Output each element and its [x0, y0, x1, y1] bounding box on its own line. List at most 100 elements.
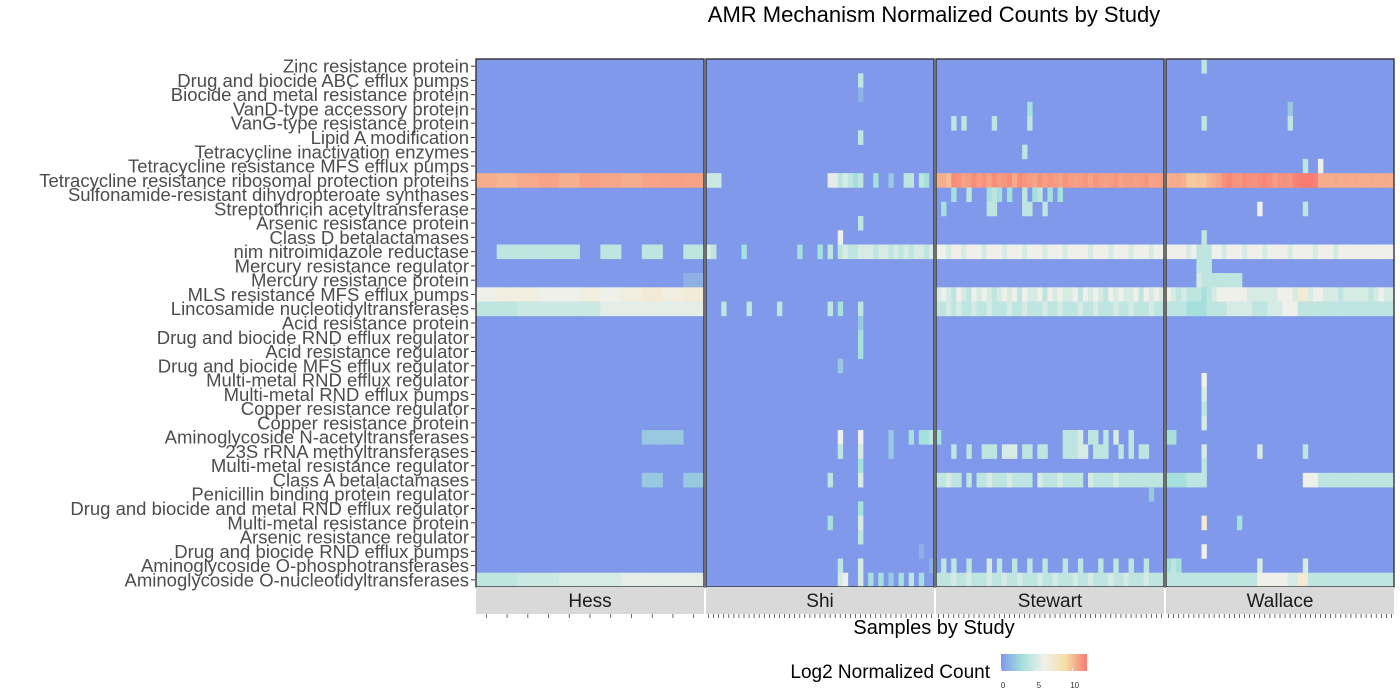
- heatmap-cell: [476, 287, 498, 302]
- heatmap-cell: [1143, 472, 1150, 488]
- legend-tick-label: 5: [1037, 681, 1042, 690]
- heatmap-cell: [966, 472, 972, 488]
- heatmap-cell: [1027, 572, 1033, 588]
- heatmap-cell: [1093, 173, 1099, 188]
- heatmap-cell: [1383, 287, 1390, 302]
- heatmap-cell: [1181, 301, 1187, 317]
- heatmap-cell: [1017, 173, 1023, 188]
- heatmap-cell: [1312, 287, 1319, 302]
- heatmap-cell: [1047, 187, 1053, 202]
- heatmap-cell: [1201, 173, 1207, 188]
- heatmap-cell: [1067, 444, 1074, 459]
- heatmap-cell: [1201, 415, 1207, 431]
- heatmap-cell: [981, 244, 987, 260]
- heatmap-cell: [1368, 472, 1375, 488]
- heatmap-cell: [1098, 572, 1104, 588]
- heatmap-cell: [1072, 572, 1079, 588]
- heatmap-cell: [1262, 572, 1268, 588]
- heatmap-cell: [1093, 472, 1099, 488]
- heatmap-cell: [1123, 287, 1129, 302]
- heatmap-cell: [1022, 472, 1028, 488]
- heatmap-cell: [1062, 173, 1069, 188]
- heatmap-cell: [1323, 301, 1329, 317]
- heatmap-cell: [1128, 430, 1134, 445]
- legend-tick-label: 10: [1070, 681, 1079, 690]
- heatmap-cell: [1067, 301, 1074, 317]
- heatmap-cell: [1323, 472, 1329, 488]
- heatmap-cell: [1247, 301, 1253, 317]
- heatmap-cell: [1388, 244, 1395, 260]
- heatmap-cell: [1042, 444, 1048, 459]
- heatmap-cell: [1062, 287, 1069, 302]
- heatmap-cell: [1201, 287, 1207, 302]
- heatmap-cell: [996, 301, 1003, 317]
- heatmap-cell: [1287, 287, 1293, 302]
- heatmap-cell: [946, 301, 952, 317]
- heatmap-cell: [1297, 244, 1304, 260]
- heatmap-cell: [1062, 301, 1069, 317]
- heatmap-cell: [1226, 273, 1233, 288]
- heatmap-cell: [706, 244, 712, 260]
- heatmap-cell: [1221, 572, 1228, 588]
- heatmap-cell: [991, 173, 998, 188]
- heatmap-cell: [1302, 201, 1309, 217]
- heatmap-cell: [1022, 287, 1028, 302]
- heatmap-cell: [951, 301, 957, 317]
- heatmap-cell: [776, 301, 783, 317]
- heatmap-cell: [1333, 287, 1339, 302]
- heatmap-cell: [1067, 572, 1074, 588]
- heatmap-cell: [1047, 244, 1053, 260]
- heatmap-cell: [1191, 173, 1197, 188]
- heatmap-cell: [1358, 244, 1364, 260]
- heatmap-cell: [496, 301, 518, 317]
- heatmap-cell: [1221, 287, 1228, 302]
- heatmap-cell: [1363, 472, 1369, 488]
- heatmap-cell: [996, 287, 1003, 302]
- heatmap-cell: [1057, 244, 1063, 260]
- heatmap-cell: [1108, 472, 1114, 488]
- heatmap-cell: [1373, 301, 1380, 317]
- heatmap-cell: [1042, 301, 1048, 317]
- heatmap-cell: [1176, 572, 1182, 588]
- facet-strip: [476, 587, 704, 614]
- y-tick-label: Mercury resistance regulator: [235, 255, 469, 276]
- heatmap-cell: [1088, 301, 1094, 317]
- heatmap-cell: [1047, 301, 1053, 317]
- heatmap-cell: [1022, 244, 1028, 260]
- heatmap-cell: [641, 472, 663, 488]
- heatmap-cell: [1368, 287, 1375, 302]
- heatmap-cell: [918, 572, 925, 588]
- heatmap-cell: [1196, 273, 1202, 288]
- heatmap-cell: [1072, 244, 1079, 260]
- heatmap-cell: [1247, 287, 1253, 302]
- heatmap-cell: [1323, 173, 1329, 188]
- heatmap-cell: [1191, 244, 1197, 260]
- heatmap-cell: [1047, 472, 1053, 488]
- heatmap-cell: [662, 173, 684, 188]
- heatmap-cell: [1098, 287, 1104, 302]
- heatmap-cell: [1093, 287, 1099, 302]
- heatmap-cell: [1257, 201, 1263, 217]
- heatmap-cell: [1171, 301, 1177, 317]
- heatmap-cell: [888, 430, 894, 445]
- heatmap-cell: [1006, 301, 1013, 317]
- heatmap-cell: [1088, 173, 1094, 188]
- heatmap-cell: [986, 201, 993, 217]
- heatmap-cell: [1148, 472, 1155, 488]
- heatmap-cell: [476, 572, 498, 588]
- heatmap-cell: [558, 287, 580, 302]
- heatmap-cell: [1098, 173, 1104, 188]
- heatmap-cell: [600, 572, 622, 588]
- heatmap-cell: [1171, 572, 1177, 588]
- heatmap-cell: [1123, 301, 1129, 317]
- heatmap-cell: [858, 87, 864, 103]
- heatmap-cell: [1216, 287, 1223, 302]
- heatmap-cell: [1338, 301, 1344, 317]
- heatmap-cell: [858, 344, 864, 359]
- facet-strip-label: Stewart: [1018, 591, 1083, 612]
- heatmap-cell: [1001, 444, 1008, 459]
- y-tick-label: Aminoglycoside O-phosphotransferases: [141, 555, 469, 576]
- heatmap-cell: [1012, 287, 1018, 302]
- heatmap-cell: [683, 173, 705, 188]
- heatmap-cell: [1383, 244, 1390, 260]
